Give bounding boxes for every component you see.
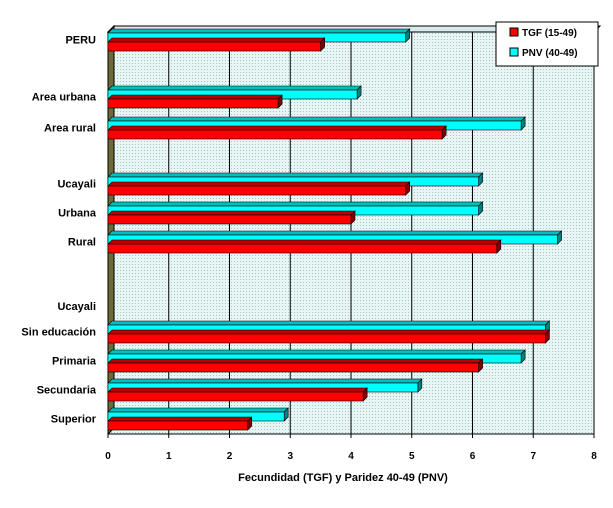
bar: [107, 320, 551, 335]
category-label: Urbana: [58, 208, 97, 220]
category-label: Ucayali: [57, 301, 96, 313]
category-label: Ucayali: [57, 179, 96, 191]
category-label: Primaria: [52, 356, 97, 368]
bar: [107, 28, 411, 43]
bar: [107, 94, 283, 109]
bar-top-face: [107, 201, 484, 207]
x-tick-label: 5: [409, 451, 415, 462]
bar-front-face: [107, 333, 546, 344]
x-tick-label: 1: [166, 451, 172, 462]
bar-top-face: [107, 181, 411, 187]
category-label: Secundaria: [37, 385, 97, 397]
legend-label: PNV (40-49): [522, 48, 578, 59]
legend-label: TGF (15-49): [522, 28, 577, 39]
category-label: Area urbana: [32, 92, 97, 104]
bar-front-face: [107, 243, 498, 254]
bar: [107, 358, 484, 373]
bar: [107, 230, 563, 245]
bar-front-face: [107, 129, 443, 140]
category-label: Area rural: [44, 123, 96, 135]
bar: [107, 378, 423, 393]
x-tick-label: 4: [348, 451, 354, 462]
bar: [107, 387, 368, 402]
bar-front-face: [107, 98, 279, 109]
x-tick-label: 6: [470, 451, 476, 462]
category-label: Sin educación: [21, 327, 96, 339]
bar: [107, 407, 289, 422]
bar-top-face: [107, 230, 563, 236]
bar-top-face: [107, 28, 411, 34]
bar: [107, 181, 411, 196]
bar-front-face: [107, 214, 352, 225]
bar-front-face: [107, 41, 321, 52]
bar-top-face: [107, 210, 356, 216]
bar-top-face: [107, 416, 253, 422]
bar-front-face: [107, 420, 249, 431]
x-tick-label: 2: [227, 451, 233, 462]
bar: [107, 210, 356, 225]
x-tick-label: 7: [530, 451, 536, 462]
bar: [107, 116, 526, 131]
bar-top-face: [107, 387, 368, 393]
bar: [107, 37, 326, 52]
bar-top-face: [107, 116, 526, 122]
x-tick-label: 8: [591, 451, 597, 462]
bar-top-face: [107, 125, 447, 131]
bar: [107, 125, 447, 140]
bar: [107, 349, 526, 364]
bar-top-face: [107, 239, 502, 245]
bar-top-face: [107, 329, 551, 335]
bar-top-face: [107, 407, 289, 413]
bar-front-face: [107, 185, 406, 196]
bar-top-face: [107, 172, 484, 178]
bar: [107, 172, 484, 187]
x-axis-label: Fecundidad (TGF) y Paridez 40-49 (PNV): [238, 472, 448, 484]
bar-top-face: [107, 85, 362, 91]
legend-swatch: [509, 47, 519, 57]
bar-top-face: [107, 94, 283, 100]
bar-top-face: [107, 37, 326, 43]
bar-front-face: [107, 391, 364, 402]
category-label: Rural: [68, 237, 96, 249]
bar: [107, 416, 253, 431]
bar-top-face: [107, 378, 423, 384]
bar-top-face: [107, 320, 551, 326]
bar: [107, 239, 502, 254]
x-tick-label: 0: [105, 451, 111, 462]
x-tick-label: 3: [287, 451, 293, 462]
bar: [107, 201, 484, 216]
bar-top-face: [107, 349, 526, 355]
bar: [107, 329, 551, 344]
legend-swatch: [509, 27, 519, 37]
category-label: PERU: [65, 35, 96, 47]
bar: [107, 85, 362, 100]
category-label: Superior: [51, 414, 97, 426]
bar-top-face: [107, 358, 484, 364]
bar-front-face: [107, 362, 479, 373]
